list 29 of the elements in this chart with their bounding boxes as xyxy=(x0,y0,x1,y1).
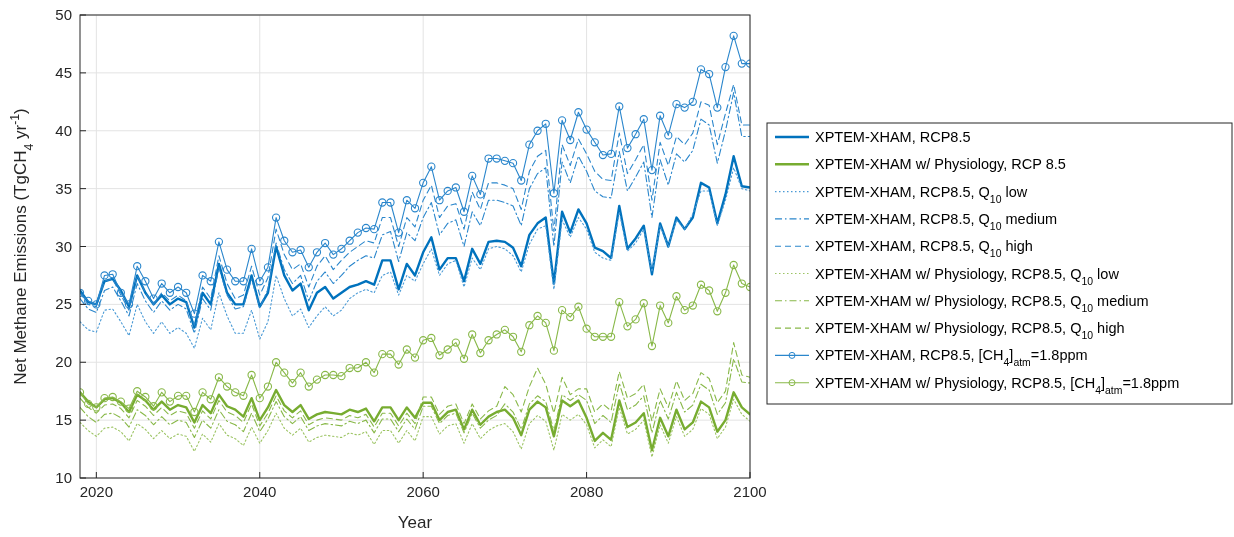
legend-label: XPTEM-XHAM, RCP8.5, Q$_{10}$ medium xyxy=(815,210,1058,232)
legend-label: XPTEM-XHAM w/ Physiology, RCP8.5, Q$_{10}$ medium xyxy=(815,292,1149,314)
line-series xyxy=(80,398,750,458)
y-tick-label: 45 xyxy=(55,63,72,81)
y-tick-label: 30 xyxy=(55,237,72,255)
y-tick-label: 25 xyxy=(55,295,72,313)
x-tick-label: 2100 xyxy=(733,483,767,500)
y-tick-label: 10 xyxy=(55,469,72,486)
x-tick-label: 2020 xyxy=(79,483,114,500)
y-tick-label: 15 xyxy=(55,411,72,429)
y-tick-label: 20 xyxy=(55,353,72,371)
legend-label: XPTEM-XHAM, RCP8.5, Q$_{10}$ low xyxy=(815,183,1028,205)
legend-label: XPTEM-XHAM w/ Physiology, RCP8.5, Q$_{10}$ low xyxy=(815,265,1120,286)
line-series xyxy=(80,155,750,329)
x-axis-title: Year xyxy=(397,513,433,532)
legend-label: XPTEM-XHAM w/ Physiology, RCP8.5, [CH$_{4}$]$_{atm}$=1.8ppm xyxy=(815,374,1180,396)
y-tick-label: 50 xyxy=(55,6,72,23)
x-tick-label: 2040 xyxy=(243,483,277,500)
legend-label: XPTEM-XHAM w/ Physiology, RCP 8.5 xyxy=(815,156,1066,173)
line-series xyxy=(80,167,750,349)
legend-label: XPTEM-XHAM, RCP8.5, [CH$_{4}$]$_{atm}$=1.8ppm xyxy=(815,347,1088,368)
y-tick-label: 35 xyxy=(55,179,72,197)
x-tick-label: 2080 xyxy=(569,483,604,500)
legend-label: XPTEM-XHAM w/ Physiology, RCP8.5, Q$_{10}$ high xyxy=(815,320,1125,341)
legend-label: XPTEM-XHAM, RCP8.5, Q$_{10}$ high xyxy=(815,238,1033,259)
legend-label: XPTEM-XHAM, RCP8.5 xyxy=(815,129,971,145)
x-tick-label: 2060 xyxy=(406,483,440,500)
line-series xyxy=(80,388,750,452)
y-tick-label: 40 xyxy=(55,121,72,139)
